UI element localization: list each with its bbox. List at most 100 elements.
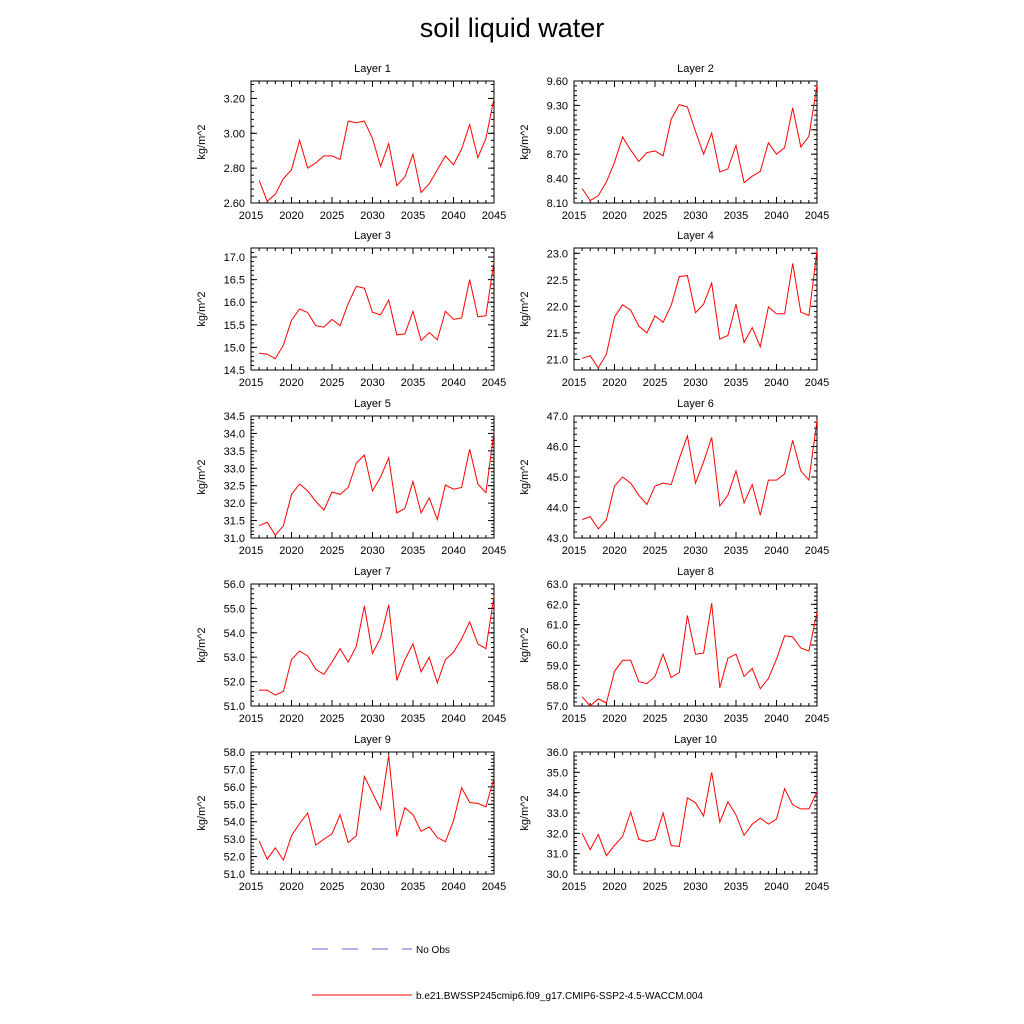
y-tick-label: 32.0 [224, 498, 245, 510]
y-axis-label: kg/m^2 [196, 627, 208, 662]
x-tick-label: 2035 [724, 377, 748, 389]
x-tick-label: 2020 [602, 713, 626, 725]
y-axis-label: kg/m^2 [519, 627, 531, 662]
series-line [258, 431, 495, 537]
y-tick-label: 36.0 [547, 747, 568, 759]
y-tick-label: 59.0 [547, 660, 568, 672]
plot-frame [250, 751, 495, 875]
y-tick-label: 8.10 [547, 198, 568, 210]
legend-label-obs: No Obs [416, 945, 450, 956]
y-tick-label: 53.0 [224, 834, 245, 846]
x-tick-label: 2020 [279, 545, 303, 557]
x-tick-label: 2025 [320, 377, 344, 389]
x-tick-label: 2040 [764, 377, 788, 389]
panel-title: Layer 9 [354, 734, 391, 746]
x-tick-label: 2015 [562, 210, 586, 222]
y-tick-label: 34.0 [224, 428, 245, 440]
y-axis-label: kg/m^2 [519, 124, 531, 159]
chart-panel-5: Layer 5 kg/m^2 2015 2020 2025 2030 2035 2040 204… [196, 398, 506, 557]
x-tick-label: 2015 [239, 545, 263, 557]
x-tick-label: 2020 [279, 713, 303, 725]
x-tick-label: 2035 [401, 377, 425, 389]
x-tick-label: 2030 [360, 210, 384, 222]
x-tick-label: 2015 [239, 713, 263, 725]
chart-panel-3: Layer 3 kg/m^2 2015 2020 2025 2030 2035 2040 204… [196, 230, 506, 389]
x-tick-label: 2025 [320, 210, 344, 222]
y-tick-label: 15.0 [224, 342, 245, 354]
x-tick-label: 2045 [805, 881, 829, 893]
y-tick-label: 9.60 [547, 76, 568, 88]
y-tick-label: 3.20 [224, 93, 245, 105]
y-tick-label: 32.0 [547, 828, 568, 840]
x-tick-label: 2030 [360, 881, 384, 893]
panel-title: Layer 6 [677, 398, 714, 410]
panel-title: Layer 5 [354, 398, 391, 410]
x-tick-label: 2030 [683, 881, 707, 893]
y-tick-label: 31.0 [224, 533, 245, 545]
x-tick-label: 2045 [805, 377, 829, 389]
x-tick-label: 2025 [320, 545, 344, 557]
x-tick-label: 2040 [764, 545, 788, 557]
x-tick-label: 2030 [360, 377, 384, 389]
y-axis-label: kg/m^2 [196, 124, 208, 159]
y-tick-label: 52.0 [224, 677, 245, 689]
y-tick-label: 58.0 [224, 747, 245, 759]
series-line [581, 420, 818, 530]
chart-panel-6: Layer 6 kg/m^2 2015 2020 2025 2030 2035 2040 204… [519, 398, 829, 557]
y-tick-label: 56.0 [224, 782, 245, 794]
y-tick-label: 21.0 [547, 354, 568, 366]
y-tick-label: 55.0 [224, 799, 245, 811]
y-tick-label: 33.0 [547, 808, 568, 820]
x-tick-label: 2045 [805, 545, 829, 557]
y-tick-label: 58.0 [547, 681, 568, 693]
y-tick-label: 54.0 [224, 628, 245, 640]
series-line [258, 755, 495, 862]
panel-title: Layer 4 [677, 230, 714, 242]
panel-title: Layer 3 [354, 230, 391, 242]
legend-label-model: b.e21.BWSSP245cmip6.f09_g17.CMIP6-SSP2-4… [416, 991, 703, 1002]
x-tick-label: 2030 [360, 713, 384, 725]
y-tick-label: 34.5 [224, 411, 245, 423]
series-line [259, 261, 495, 360]
y-tick-label: 8.40 [547, 174, 568, 186]
y-tick-label: 55.0 [224, 603, 245, 615]
x-tick-label: 2040 [764, 713, 788, 725]
x-tick-label: 2035 [401, 713, 425, 725]
chart-panel-1: Layer 1 kg/m^2 2015 2020 2025 2030 2035 2040 204… [196, 63, 506, 222]
chart-panel-4: Layer 4 kg/m^2 2015 2020 2025 2030 2035 2040 204… [519, 230, 829, 389]
chart-panel-8: Layer 8 kg/m^2 2015 2020 2025 2030 2035 2040 204… [519, 566, 829, 725]
chart-panel-2: Layer 2 kg/m^2 2015 2020 2025 2030 2035 2040 204… [519, 63, 829, 222]
y-tick-label: 31.5 [224, 516, 245, 528]
y-tick-label: 54.0 [224, 817, 245, 829]
y-tick-label: 53.0 [224, 652, 245, 664]
series-line [581, 85, 818, 202]
x-tick-label: 2035 [724, 210, 748, 222]
y-tick-label: 9.30 [547, 100, 568, 112]
y-tick-label: 22.5 [547, 275, 568, 287]
y-tick-label: 14.5 [224, 365, 245, 377]
y-tick-label: 63.0 [547, 579, 568, 591]
x-tick-label: 2025 [643, 545, 667, 557]
x-tick-label: 2040 [764, 881, 788, 893]
y-tick-label: 21.5 [547, 328, 568, 340]
y-axis-label: kg/m^2 [196, 795, 208, 830]
plot-frame [573, 751, 818, 875]
y-tick-label: 22.0 [547, 301, 568, 313]
panel-title: Layer 2 [677, 63, 714, 75]
x-tick-label: 2025 [320, 881, 344, 893]
x-tick-label: 2025 [643, 210, 667, 222]
series-line [581, 772, 818, 857]
x-tick-label: 2040 [441, 377, 465, 389]
x-tick-label: 2030 [683, 713, 707, 725]
y-tick-label: 52.0 [224, 852, 245, 864]
x-tick-label: 2020 [602, 210, 626, 222]
y-axis-label: kg/m^2 [519, 795, 531, 830]
x-tick-label: 2015 [239, 377, 263, 389]
x-tick-label: 2045 [482, 377, 506, 389]
y-tick-label: 62.0 [547, 599, 568, 611]
y-axis-label: kg/m^2 [519, 459, 531, 494]
series-line [259, 596, 495, 696]
series-line [581, 250, 818, 369]
y-tick-label: 16.5 [224, 275, 245, 287]
